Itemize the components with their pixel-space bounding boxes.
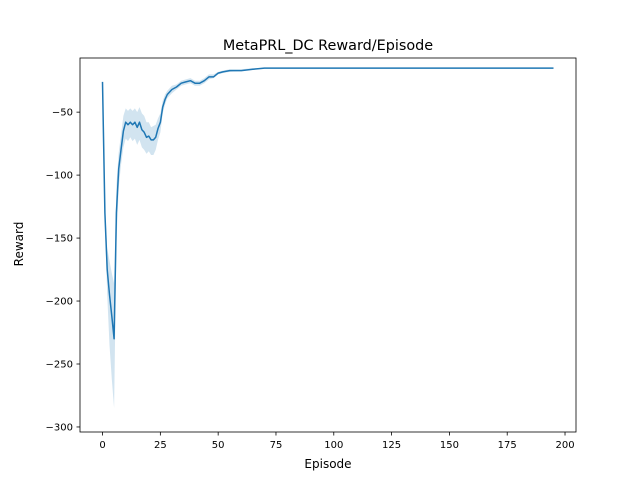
x-tick-label: 175 — [498, 440, 517, 451]
x-tick-label: 0 — [99, 440, 105, 451]
axes-frame — [79, 57, 577, 433]
x-tick-label: 200 — [555, 440, 574, 451]
y-tick-label: −150 — [46, 234, 73, 245]
y-axis-label: Reward — [12, 222, 26, 267]
y-tick-label: −200 — [46, 297, 73, 308]
x-tick-label: 125 — [382, 440, 401, 451]
x-tick-label: 150 — [440, 440, 459, 451]
x-tick-label: 50 — [212, 440, 225, 451]
reward-line — [101, 67, 554, 340]
x-tick-label: 75 — [270, 440, 283, 451]
y-tick-label: −250 — [46, 360, 73, 371]
y-tick-label: −50 — [52, 108, 73, 119]
x-tick-label: 100 — [324, 440, 343, 451]
axes: 0 25 50 75 100 125 150 175 200 −300 −250 −200 −150 −1… — [46, 57, 577, 451]
x-tick-label: 25 — [154, 440, 167, 451]
plot-area — [101, 67, 554, 409]
y-tick-label: −100 — [46, 171, 73, 182]
x-axis-label: Episode — [304, 457, 351, 471]
y-tick-label: −300 — [46, 423, 73, 434]
chart-title: MetaPRL_DC Reward/Episode — [223, 38, 433, 54]
